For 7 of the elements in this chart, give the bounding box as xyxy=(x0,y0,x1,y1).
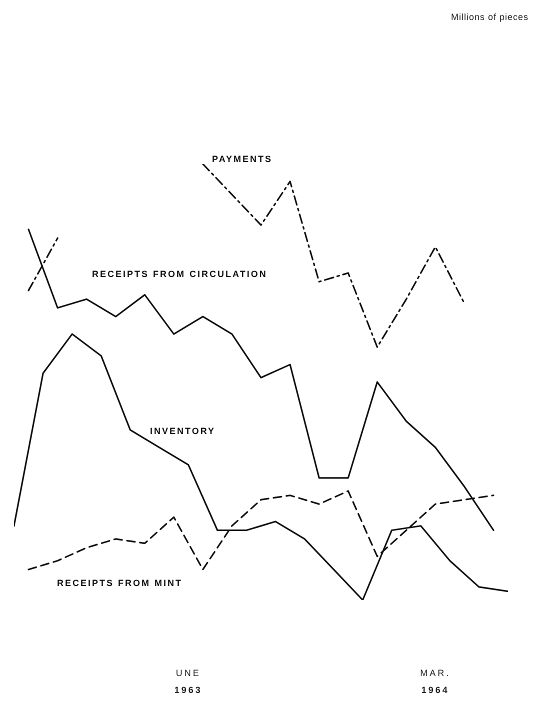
text: Millions of pieces xyxy=(451,12,529,22)
series-label: INVENTORY xyxy=(150,426,216,436)
text: RECEIPTS FROM CIRCULATION xyxy=(92,269,268,279)
series-label: PAYMENTS xyxy=(212,154,273,164)
series-label: RECEIPTS FROM MINT xyxy=(57,578,182,588)
x-tick-label: MAR. 1964 xyxy=(420,668,451,695)
x-tick-label: UNE 1963 xyxy=(174,668,202,695)
